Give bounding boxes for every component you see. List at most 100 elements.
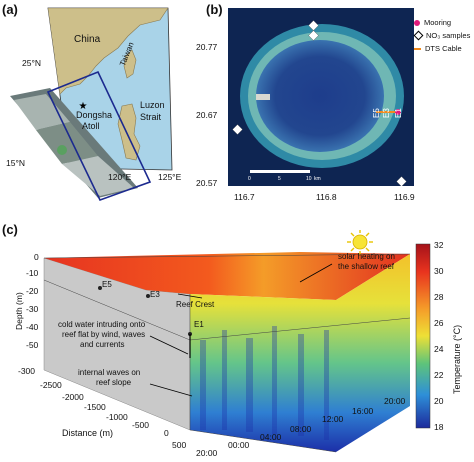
scale-0: 0 <box>248 176 251 182</box>
legend-label: Mooring <box>424 18 452 27</box>
depth-tick-30: -30 <box>26 304 39 314</box>
island <box>256 94 270 100</box>
legend-dts: DTS Cable <box>414 42 474 55</box>
label-luzon-2: Strait <box>140 112 162 122</box>
annot-cold-3: and currents <box>80 340 125 349</box>
legend-mooring: Mooring <box>414 16 474 29</box>
b-label-e5: E5 <box>372 108 381 118</box>
time-tick-4: 12:00 <box>322 414 344 424</box>
b-xtick-2: 116.9 <box>394 192 415 202</box>
internal-wave-stripes <box>200 326 329 440</box>
c-mooring-e5 <box>98 286 102 290</box>
time-tick-1: 00:00 <box>228 440 250 450</box>
label-dongsha-2: Atoll <box>82 121 100 131</box>
cb-tick-20: 20 <box>434 396 444 406</box>
panel-a-map: ★ <box>10 7 173 201</box>
annot-reef-crest: Reef Crest <box>176 300 215 309</box>
annot-solar-2: the shallow reef <box>338 262 395 271</box>
annot-solar-1: solar heating on <box>338 252 395 261</box>
c-mooring-e3 <box>146 294 150 298</box>
legend-label: NO₃ samples <box>426 31 471 40</box>
grid-lines <box>43 253 411 453</box>
annot-cold-2: reef flat by wind, waves <box>62 330 146 339</box>
dist-tick-500: -500 <box>132 420 150 430</box>
annot-internal-1: internal waves on <box>78 368 141 377</box>
c-label-e5: E5 <box>102 280 112 289</box>
c-label-e1: E1 <box>194 320 204 329</box>
lagoon <box>256 40 384 152</box>
top-surface <box>44 252 410 300</box>
diamond-icon <box>413 30 424 41</box>
depth-tick-300: -300 <box>18 366 36 376</box>
time-tick-0: 20:00 <box>196 448 218 458</box>
cb-tick-30: 30 <box>434 266 444 276</box>
legend-label: DTS Cable <box>425 44 462 53</box>
label-dongsha-1: Dongsha <box>76 110 113 120</box>
distance-axis-label: Distance (m) <box>62 428 114 438</box>
legend: Mooring NO₃ samples DTS Cable <box>413 16 474 55</box>
annot-internal-2: reef slope <box>96 378 132 387</box>
scale-5: 5 <box>278 176 281 182</box>
time-tick-5: 16:00 <box>352 406 374 416</box>
depth-axis-label: Depth (m) <box>14 292 24 330</box>
depth-tick-0: 0 <box>34 252 39 262</box>
dist-tick-2500: -2500 <box>40 380 62 390</box>
dist-tick-500b: 500 <box>172 440 187 450</box>
dongsha-star: ★ <box>79 101 88 112</box>
depth-tick-10: -10 <box>26 268 39 278</box>
tick-25n: 25°N <box>22 58 41 68</box>
dist-tick-2000: -2000 <box>62 392 84 402</box>
cb-tick-32: 32 <box>434 240 444 250</box>
panel-a-label: (a) <box>2 2 18 17</box>
no3-samples <box>232 20 407 186</box>
scale-10: 10 <box>306 176 312 182</box>
scale-unit: km <box>314 176 321 182</box>
panel-c-3d-plot <box>43 230 431 453</box>
b-label-e3: E3 <box>382 108 391 118</box>
b-label-e1: E1 <box>394 108 403 118</box>
depth-tick-20: -20 <box>26 286 39 296</box>
c-label-e3: E3 <box>150 290 160 299</box>
tick-120e: 120°E <box>108 172 132 182</box>
luzon-land <box>117 103 141 161</box>
dist-tick-1000: -1000 <box>106 412 128 422</box>
mooring-e1 <box>395 109 401 115</box>
b-ytick-1: 20.67 <box>196 110 218 120</box>
mooring-dot-icon <box>414 19 420 26</box>
colorbar-label: Temperature (°C) <box>452 324 462 394</box>
sun-icon <box>347 230 373 255</box>
cb-tick-28: 28 <box>434 292 444 302</box>
cb-tick-24: 24 <box>434 344 444 354</box>
b-xtick-1: 116.8 <box>316 192 337 202</box>
colorbar <box>415 243 431 429</box>
annotation-arrows <box>149 263 333 397</box>
label-luzon-1: Luzon <box>140 100 165 110</box>
panel-b-satellite <box>228 8 414 186</box>
depth-tick-40: -40 <box>26 322 39 332</box>
panel-c-label: (c) <box>2 222 18 237</box>
time-tick-2: 04:00 <box>260 432 282 442</box>
time-tick-3: 08:00 <box>290 424 312 434</box>
depth-tick-50: -50 <box>26 340 39 350</box>
line-icon <box>414 47 421 50</box>
front-surface <box>190 254 410 452</box>
tick-125e: 125°E <box>158 172 182 182</box>
annot-cold-1: cold water intruding onto <box>58 320 146 329</box>
b-xtick-0: 116.7 <box>234 192 255 202</box>
b-ytick-0: 20.77 <box>196 42 218 52</box>
cb-tick-18: 18 <box>434 422 444 432</box>
label-china: China <box>74 34 101 45</box>
dist-tick-0: 0 <box>164 428 169 438</box>
panel-b-label: (b) <box>206 2 223 17</box>
cb-tick-22: 22 <box>434 370 444 380</box>
b-ytick-2: 20.57 <box>196 178 218 188</box>
scale-bar <box>250 170 310 173</box>
taiwan-land <box>123 49 137 79</box>
legend-no3: NO₃ samples <box>413 29 474 42</box>
tick-15n: 15°N <box>6 158 25 168</box>
time-tick-6: 20:00 <box>384 396 406 406</box>
cb-tick-26: 26 <box>434 318 444 328</box>
dist-tick-1500: -1500 <box>84 402 106 412</box>
satellite-atoll <box>57 145 67 155</box>
inset-box <box>46 70 152 201</box>
